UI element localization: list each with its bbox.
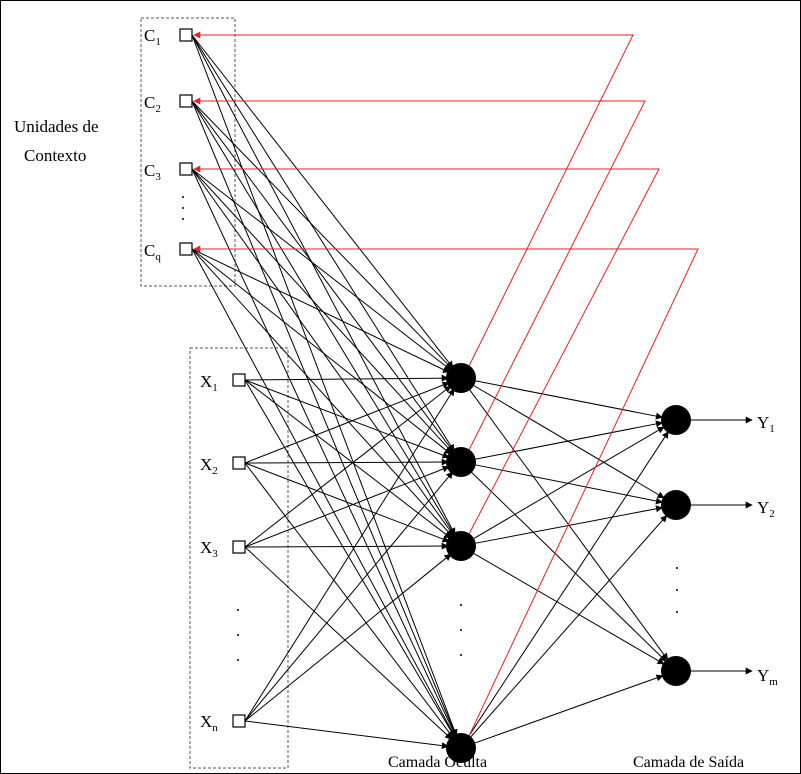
conn-x1-h2: [244, 379, 450, 459]
conn-x2-h3: [244, 462, 450, 543]
input-label-x2: X2: [200, 455, 218, 477]
conn-h1-y1: [475, 380, 663, 420]
conn-xn-h3: [244, 553, 452, 722]
conn-hk-y1: [468, 431, 669, 736]
conn-xn-h1: [244, 388, 455, 722]
conn-c3-hk: [191, 168, 457, 737]
conn-h3-y2: [475, 505, 663, 544]
context-unit-c2: [179, 94, 193, 108]
hidden-layer-caption: Camada Oculta: [388, 754, 487, 771]
hidden-ellipsis: [460, 604, 462, 656]
input-label-xn: Xn: [200, 712, 218, 734]
conn-c1-h2: [191, 34, 455, 452]
output-neuron-y1: [661, 405, 691, 435]
context-group-label-line1: Unidades de: [14, 117, 99, 136]
conn-h3-y1: [473, 426, 665, 539]
context-label-cq: Cq: [144, 241, 161, 263]
connections: [191, 34, 753, 750]
input-node-xn: [232, 714, 246, 728]
context-ellipsis: [182, 196, 184, 220]
conn-x1-hk: [244, 379, 455, 738]
conn-c2-h1: [191, 100, 453, 370]
nodes: [179, 28, 691, 763]
conn-x3-hk: [244, 546, 452, 740]
context-group-label-line2: Contexto: [24, 146, 86, 165]
context-unit-c1: [179, 28, 193, 42]
input-node-x2: [232, 456, 246, 470]
conn-h3-ym: [473, 553, 665, 665]
conn-x3-h3: [244, 542, 449, 550]
conn-c2-h3: [191, 100, 455, 536]
context-group-box: [140, 17, 236, 287]
conn-c2-h2: [191, 100, 454, 453]
input-group-box: [189, 347, 289, 769]
conn-cq-h1: [191, 248, 450, 373]
output-neuron-ym: [661, 656, 691, 686]
input-node-x1: [232, 373, 246, 387]
hidden-neuron-h3: [446, 531, 476, 561]
conn-h1-y2: [473, 385, 665, 499]
conn-cq-h3: [191, 248, 453, 537]
input-label-x3: X3: [200, 538, 218, 560]
conn-x1-h1: [244, 374, 449, 382]
conn-hk-ym: [474, 674, 664, 744]
output-label-y1: Y1: [757, 413, 775, 435]
context-label-c1: C1: [144, 26, 161, 48]
feedback-h2-c2: [193, 97, 646, 451]
conn-c3-h2: [191, 168, 453, 453]
conn-x2-hk: [244, 462, 454, 739]
conn-x2-h1: [244, 381, 450, 464]
conn-xn-hk: [244, 720, 449, 750]
conn-c3-h1: [191, 168, 452, 371]
context-label-c2: C2: [144, 93, 161, 115]
output-label-y2: Y2: [757, 498, 775, 520]
hidden-neuron-h2: [446, 447, 476, 477]
feedback-h1-c1: [193, 31, 634, 367]
feedback-h3-c3: [193, 165, 660, 535]
input-ellipsis: [237, 609, 239, 661]
conn-x3-h1: [244, 385, 452, 548]
output-layer-caption: Camada de Saída: [633, 754, 744, 771]
conn-c2-hk: [191, 100, 457, 737]
output-neuron-y2: [661, 490, 691, 520]
input-label-x1: X1: [200, 372, 218, 394]
hidden-neuron-hk: [446, 733, 476, 763]
feedback-connections: [193, 31, 699, 737]
conn-cq-h2: [191, 248, 452, 455]
conn-c1-hk: [191, 34, 458, 737]
conn-c1-h1: [191, 34, 454, 369]
output-label-ym: Ym: [757, 666, 778, 688]
conn-hk-y2: [470, 514, 668, 738]
context-unit-c3: [179, 162, 193, 176]
input-node-x3: [232, 540, 246, 554]
conn-c1-h3: [191, 34, 456, 536]
conn-h2-y1: [475, 420, 663, 460]
conn-h2-ym: [471, 472, 667, 662]
context-label-c3: C3: [144, 161, 161, 183]
conn-x2-h2: [244, 458, 449, 466]
conn-h2-y2: [475, 464, 663, 505]
output-ellipsis: [676, 567, 678, 613]
conn-x3-h2: [244, 465, 450, 548]
conn-xn-h2: [244, 471, 454, 722]
conn-x1-h3: [244, 379, 452, 539]
hidden-neuron-h1: [446, 363, 476, 393]
feedback-hk-cq: [193, 245, 699, 737]
context-unit-cq: [179, 242, 193, 256]
